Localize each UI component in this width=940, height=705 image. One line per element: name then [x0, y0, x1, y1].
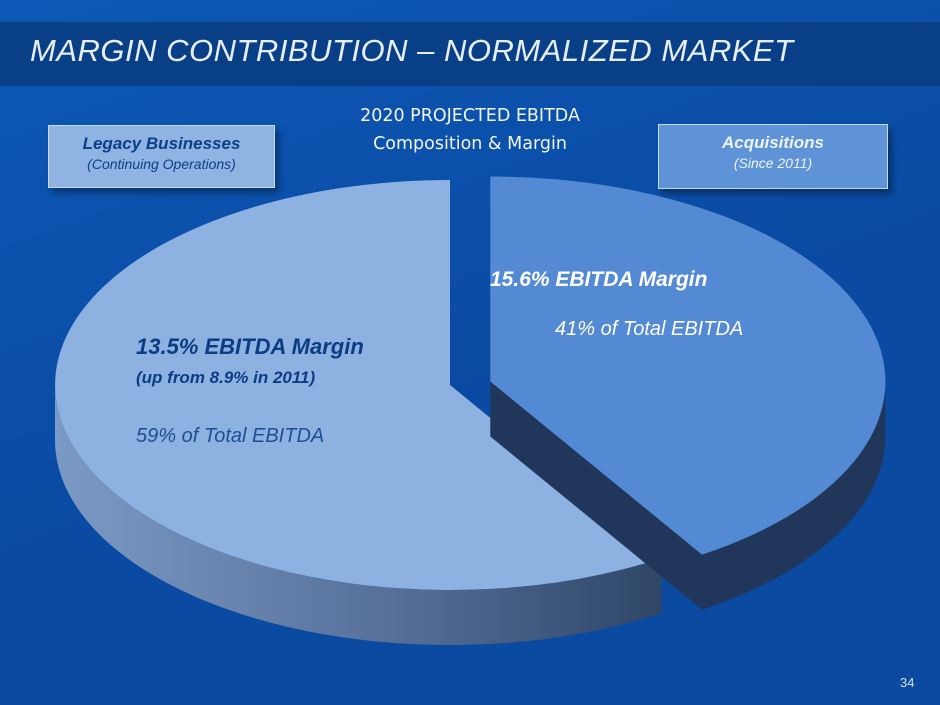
page-number: 34: [900, 675, 915, 690]
acquisitions-box: Acquisitions (Since 2011): [658, 124, 888, 189]
acquisitions-margin-label: 15.6% EBITDA Margin: [490, 268, 708, 291]
legacy-margin-note: (up from 8.9% in 2011): [136, 368, 316, 387]
legacy-share-label: 59% of Total EBITDA: [136, 425, 325, 447]
acquisitions-box-subtitle: (Since 2011): [733, 155, 813, 171]
legacy-businesses-slice-side-0: [55, 385, 662, 646]
acquisitions-slice: [490, 176, 886, 555]
legacy-businesses-box: Legacy Businesses (Continuing Operations…: [48, 125, 275, 188]
slide-title: MARGIN CONTRIBUTION – NORMALIZED MARKET: [30, 33, 794, 68]
acquisitions-share-label: 41% of Total EBITDA: [555, 318, 744, 340]
legacy-margin-label: 13.5% EBITDA Margin: [136, 334, 364, 359]
acquisitions-box-title: Acquisitions: [721, 133, 824, 152]
acquisitions-slice-side-0: [702, 381, 886, 610]
chart-title-line1: 2020 PROJECTED EBITDA: [360, 106, 580, 126]
acquisitions-slice-cut-face: [490, 381, 702, 610]
title-band: [0, 22, 940, 86]
chart-title: 2020 PROJECTED EBITDA Composition & Marg…: [300, 102, 640, 158]
legacy-box-subtitle: (Continuing Operations): [87, 156, 236, 172]
legacy-box-title: Legacy Businesses: [82, 134, 241, 153]
chart-title-line2: Composition & Margin: [373, 134, 567, 154]
legacy-businesses-slice: [55, 180, 662, 590]
